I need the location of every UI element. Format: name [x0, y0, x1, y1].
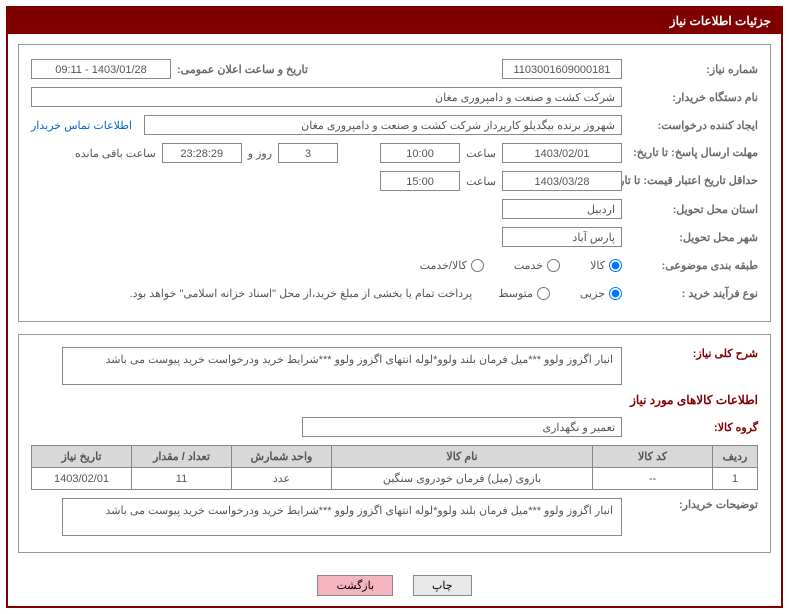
validity-date: 1403/03/28 [502, 171, 622, 191]
hour-label-1: ساعت [466, 147, 496, 160]
radio-goods[interactable]: کالا [590, 259, 622, 272]
days-and-label: روز و [248, 147, 272, 160]
th-row: ردیف [713, 446, 758, 468]
panel-title: جزئیات اطلاعات نیاز [670, 14, 771, 28]
hour-label-2: ساعت [466, 175, 496, 188]
group-label: گروه کالا: [628, 421, 758, 434]
cell-idx: 1 [713, 468, 758, 490]
cell-code: -- [593, 468, 713, 490]
deadline-date: 1403/02/01 [502, 143, 622, 163]
validity-label: حداقل تاریخ اعتبار قیمت: تا تاریخ: [628, 175, 758, 187]
table-header-row: ردیف کد کالا نام کالا واحد شمارش تعداد /… [32, 446, 758, 468]
process-type-label: نوع فرآیند خرید : [628, 287, 758, 300]
th-name: نام کالا [332, 446, 593, 468]
requestor-label: ایجاد کننده درخواست: [628, 119, 758, 132]
back-button[interactable]: بازگشت [317, 575, 393, 596]
deadline-hour: 10:00 [380, 143, 460, 163]
th-qty: تعداد / مقدار [132, 446, 232, 468]
radio-partial-input[interactable] [609, 287, 622, 300]
subject-class-label: طبقه بندی موضوعی: [628, 259, 758, 272]
radio-goods-service[interactable]: کالا/خدمت [420, 259, 484, 272]
cell-unit: عدد [232, 468, 332, 490]
goods-section-title: اطلاعات کالاهای مورد نیاز [31, 393, 758, 407]
buyer-device-value: شرکت کشت و صنعت و دامپروری مغان [31, 87, 622, 107]
summary-panel: شرح کلی نیاز: انبار اگزوز ولوو ***میل فر… [18, 334, 771, 553]
city-value: پارس آباد [502, 227, 622, 247]
buyer-note-text: انبار اگزوز ولوو ***میل فرمان بلند ولوو*… [62, 498, 622, 536]
radio-medium-input[interactable] [537, 287, 550, 300]
province-value: اردبیل [502, 199, 622, 219]
panel-header: جزئیات اطلاعات نیاز [8, 8, 781, 34]
summary-text: انبار اگزوز ولوو ***میل فرمان بلند ولوو*… [62, 347, 622, 385]
info-panel: شماره نیاز: 1103001609000181 تاریخ و ساع… [18, 44, 771, 322]
buyer-device-label: نام دستگاه خریدار: [628, 91, 758, 104]
radio-partial-label: جزیی [580, 287, 605, 300]
footer-buttons: چاپ بازگشت [18, 565, 771, 596]
remaining-label: ساعت باقی مانده [75, 147, 156, 160]
print-button[interactable]: چاپ [413, 575, 472, 596]
cell-qty: 11 [132, 468, 232, 490]
announce-value: 1403/01/28 - 09:11 [31, 59, 171, 79]
radio-service[interactable]: خدمت [514, 259, 560, 272]
radio-partial[interactable]: جزیی [580, 287, 622, 300]
radio-service-label: خدمت [514, 259, 543, 272]
cell-name: بازوی (میل) فرمان خودروی سنگین [332, 468, 593, 490]
radio-goods-service-label: کالا/خدمت [420, 259, 467, 272]
radio-medium[interactable]: متوسط [498, 287, 550, 300]
radio-service-input[interactable] [547, 259, 560, 272]
th-date: تاریخ نیاز [32, 446, 132, 468]
radio-medium-label: متوسط [498, 287, 533, 300]
countdown-value: 23:28:29 [162, 143, 242, 163]
radio-goods-service-input[interactable] [471, 259, 484, 272]
announce-label: تاریخ و ساعت اعلان عمومی: [177, 63, 308, 76]
buyer-note-label: توضیحات خریدار: [628, 498, 758, 511]
th-unit: واحد شمارش [232, 446, 332, 468]
deadline-label: مهلت ارسال پاسخ: تا تاریخ: [628, 147, 758, 159]
days-remaining: 3 [278, 143, 338, 163]
summary-label: شرح کلی نیاز: [628, 347, 758, 360]
radio-goods-input[interactable] [609, 259, 622, 272]
goods-table: ردیف کد کالا نام کالا واحد شمارش تعداد /… [31, 445, 758, 490]
th-code: کد کالا [593, 446, 713, 468]
cell-date: 1403/02/01 [32, 468, 132, 490]
group-value: تعمیر و نگهداری [302, 417, 622, 437]
radio-goods-label: کالا [590, 259, 605, 272]
validity-hour: 15:00 [380, 171, 460, 191]
province-label: استان محل تحویل: [628, 203, 758, 216]
need-number-label: شماره نیاز: [628, 63, 758, 76]
need-number-value: 1103001609000181 [502, 59, 622, 79]
city-label: شهر محل تحویل: [628, 231, 758, 244]
buyer-contact-link[interactable]: اطلاعات تماس خریدار [31, 119, 132, 132]
requestor-value: شهروز برنده بیگدیلو کارپرداز شرکت کشت و … [144, 115, 622, 135]
process-note: پرداخت تمام یا بخشی از مبلغ خرید،از محل … [130, 287, 473, 300]
table-row: 1 -- بازوی (میل) فرمان خودروی سنگین عدد … [32, 468, 758, 490]
